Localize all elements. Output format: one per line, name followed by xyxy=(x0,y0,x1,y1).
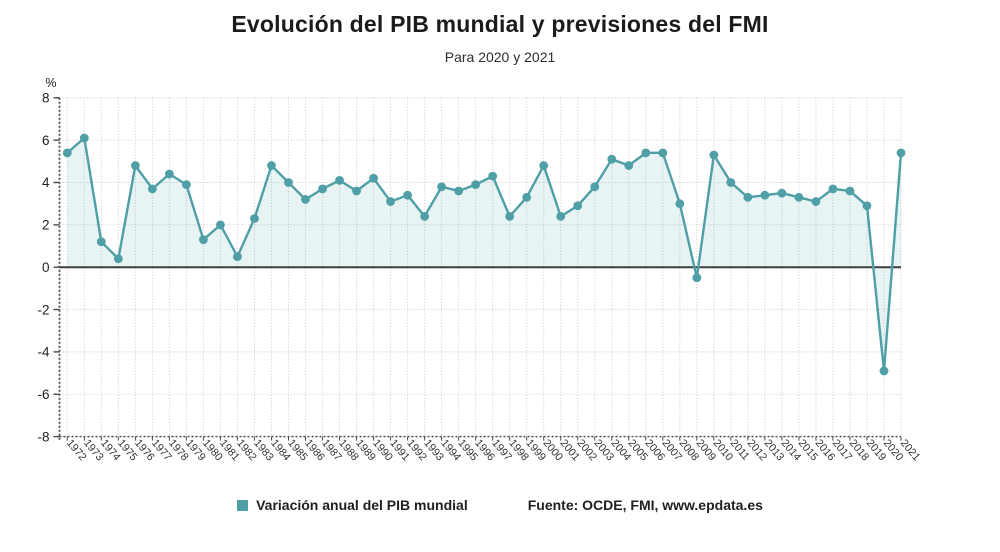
legend-swatch-icon xyxy=(237,499,249,511)
chart-subtitle: Para 2020 y 2021 xyxy=(444,49,556,65)
svg-text:-8: -8 xyxy=(37,429,49,444)
svg-text:0: 0 xyxy=(42,260,50,275)
svg-text:8: 8 xyxy=(42,91,50,106)
source-label: Fuente: OCDE, FMI, www.epdata.es xyxy=(527,497,763,513)
legend-label: Variación anual del PIB mundial xyxy=(256,497,468,513)
legend-item: Variación anual del PIB mundial xyxy=(237,497,468,513)
svg-text:4: 4 xyxy=(42,175,50,190)
chart-legend: Variación anual del PIB mundial Fuente: … xyxy=(0,497,1000,513)
svg-text:%: % xyxy=(45,76,56,90)
svg-text:2: 2 xyxy=(42,218,50,233)
chart-title: Evolución del PIB mundial y previsiones … xyxy=(231,11,769,37)
svg-text:-4: -4 xyxy=(37,345,49,360)
svg-text:6: 6 xyxy=(42,133,50,148)
svg-text:-2: -2 xyxy=(37,302,49,317)
svg-text:-6: -6 xyxy=(37,387,49,402)
